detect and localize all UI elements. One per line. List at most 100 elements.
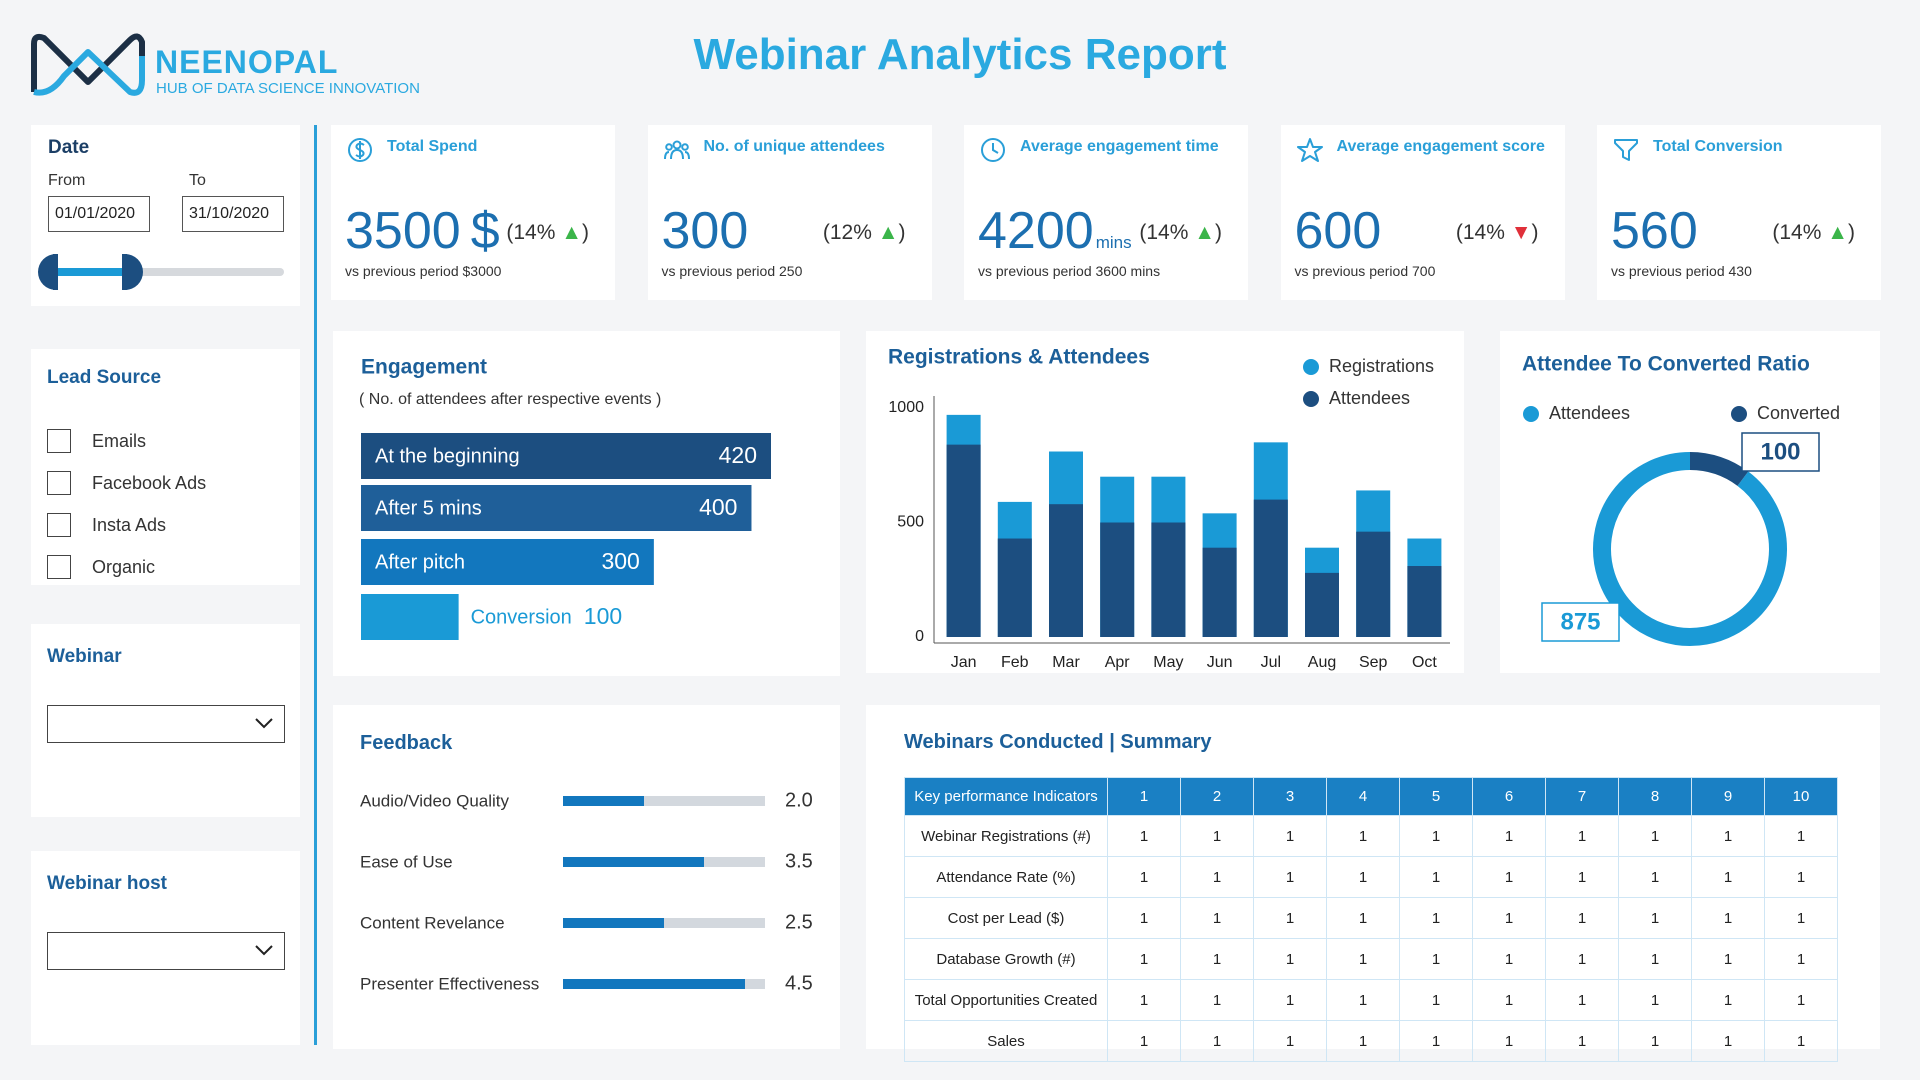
x-tick-label: Sep (1359, 654, 1388, 671)
table-row: Total Opportunities Created 1 1 1 1 1 1 1 1 1 1 (904, 979, 1838, 1021)
bar-label: At the beginning (375, 445, 520, 467)
kpi-icon (663, 140, 690, 160)
data-label: 100 (584, 603, 622, 629)
bar (997, 538, 1032, 637)
cell: 1 (1618, 897, 1692, 939)
cell: 1 (1545, 938, 1619, 980)
cell: 1 (1180, 938, 1254, 980)
cell: 1 (1399, 815, 1473, 857)
slider-knob[interactable] (38, 254, 56, 290)
x-tick-label: Jun (1207, 654, 1233, 671)
kpi-unit: mins (1095, 233, 1132, 252)
cell: 1 (1618, 979, 1692, 1021)
checkbox[interactable] (47, 429, 71, 453)
bar (1253, 499, 1288, 637)
cell: 1 (1764, 938, 1838, 980)
kpi-card: No. of unique attendees 300 (12% ▲) vs prev… (647, 125, 932, 300)
dropdown[interactable] (47, 932, 285, 970)
to-input[interactable]: 31/10/2020 (182, 196, 284, 232)
cell: 1 (1618, 856, 1692, 898)
kpi-comparison: vs previous period 700 (1294, 263, 1436, 279)
bar (946, 444, 981, 637)
kpi-icon (1614, 139, 1638, 161)
bar (1100, 522, 1135, 637)
registrations-panel: Registrations & Attendees Registrations At… (866, 331, 1464, 673)
bar (1356, 531, 1391, 637)
chevron (255, 718, 273, 729)
webinar-filter: Webinar (31, 624, 300, 817)
slider-knob[interactable] (122, 254, 127, 290)
feedback-panel: Feedback Audio/Video Quality 2.0 Ease of Us… (333, 705, 840, 1049)
date-slider[interactable] (31, 250, 300, 294)
kpi-value: 3500 (345, 202, 461, 260)
bar-label: After pitch (375, 551, 465, 573)
tagline: HUB OF DATA SCIENCE INNOVATION (156, 80, 420, 97)
kpi-title: No. of unique attendees (703, 138, 885, 155)
feedback-label: Ease of Use (360, 852, 453, 872)
checkbox[interactable] (47, 513, 71, 537)
cell: 1 (1472, 815, 1546, 857)
bar (563, 918, 664, 928)
chart: Engagement ( No. of attendees after respe… (359, 356, 771, 640)
table-row: Attendance Rate (%) 1 1 1 1 1 1 1 1 1 1 (904, 856, 1838, 898)
cell: 1 (1545, 979, 1619, 1021)
kpi-card: Total Conversion 560 (14% ▲) vs previous pe… (1597, 125, 1881, 300)
cell: 1 (1107, 1020, 1181, 1062)
kpi-icon (348, 138, 372, 162)
cell: 1 (1545, 815, 1619, 857)
bar (361, 433, 771, 479)
data-label-box (1741, 432, 1820, 472)
cell: 1 (1180, 979, 1254, 1021)
cell: 1 (1764, 815, 1838, 857)
bar-label: After 5 mins (375, 497, 482, 519)
from-input[interactable]: 01/01/2020 (48, 196, 150, 232)
feedback-label: Audio/Video Quality (360, 791, 510, 811)
checkbox[interactable] (47, 555, 71, 579)
cell: 1 (1399, 1020, 1473, 1062)
dropdown[interactable] (47, 705, 285, 743)
summary-panel: Webinars Conducted | Summary Key perform… (866, 705, 1880, 1062)
x-tick-label: Mar (1052, 654, 1080, 671)
cell: 1 (1107, 897, 1181, 939)
data-label: 2.0 (785, 789, 813, 812)
table-row: Cost per Lead ($) 1 1 1 1 1 1 1 1 1 1 (904, 897, 1838, 939)
data-label-box (1541, 602, 1620, 642)
cell: 1 (1107, 815, 1181, 857)
feedback-track (563, 979, 765, 989)
row-label: Attendance Rate (%) (904, 856, 1108, 898)
filter-title: Date (48, 137, 90, 158)
kpi-comparison: vs previous period 430 (1611, 263, 1752, 279)
data-label: 420 (719, 442, 757, 468)
filter-title: Lead Source (47, 367, 162, 388)
slider-knob[interactable] (53, 254, 58, 290)
slider-knob[interactable] (125, 254, 143, 290)
cell: 1 (1545, 856, 1619, 898)
cell: 1 (1180, 815, 1254, 857)
cell: 1 (1326, 897, 1400, 939)
checkbox[interactable] (47, 471, 71, 495)
x-tick-label: Feb (1001, 654, 1029, 671)
chart-title: Feedback (360, 732, 453, 754)
cell: 1 (1326, 815, 1400, 857)
cell: 1 (1472, 856, 1546, 898)
cell: 1 (1764, 897, 1838, 939)
cell: 1 (1691, 1020, 1765, 1062)
table-row: Database Growth (#) 1 1 1 1 1 1 1 1 1 1 (904, 938, 1838, 980)
bar (361, 485, 752, 531)
kpi-title: Average engagement score (1336, 138, 1545, 155)
row-label: Sales (904, 1020, 1108, 1062)
cell: 1 (1399, 979, 1473, 1021)
cell: 1 (1399, 938, 1473, 980)
kpi-icon (1296, 138, 1323, 162)
chevron (255, 945, 273, 956)
cell: 1 (1107, 856, 1181, 898)
cell: 1 (1107, 938, 1181, 980)
header-cell: 8 (1618, 777, 1692, 816)
logo (31, 33, 145, 96)
kpi-change: (12% ▲) (822, 221, 906, 244)
x-tick-label: May (1153, 654, 1183, 671)
cell: 1 (1253, 815, 1327, 857)
legend-label: Attendees (1329, 388, 1410, 408)
row-label: Total Opportunities Created (904, 979, 1108, 1021)
header-cell: Key performance Indicators (904, 777, 1108, 816)
